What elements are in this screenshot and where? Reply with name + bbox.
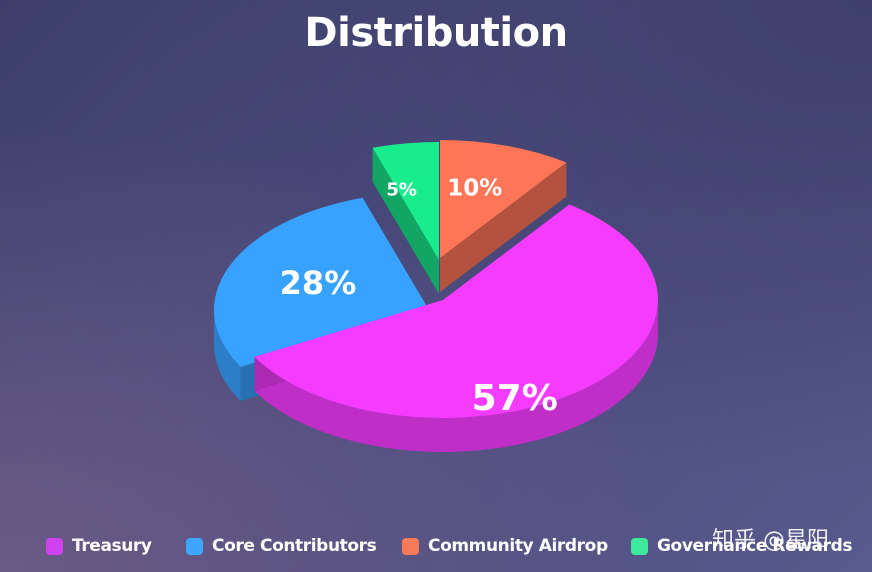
legend-swatch-treasury [46, 537, 63, 555]
labels-layer: 10% 5% 28% 57% [280, 175, 558, 419]
slice-top-governance-rewards [372, 142, 439, 260]
data-label-core-contributors: 28% [280, 264, 357, 302]
slice-wall-community-airdrop-1 [440, 162, 567, 292]
slice-wall-governance-rewards-0 [372, 147, 439, 294]
legend-label-core-contributors: Core Contributors [212, 536, 377, 556]
watermark: 知乎 @星阳 [712, 528, 829, 553]
legend-label-governance-rewards: Governance Rewards [657, 536, 853, 556]
legend-swatch-core-contributors [186, 537, 203, 555]
slice-treasury [254, 204, 659, 452]
slice-governance-rewards [372, 142, 439, 294]
slice-side-treasury [254, 300, 659, 452]
legend-label-community-airdrop: Community Airdrop [428, 536, 608, 556]
data-label-community-airdrop: 10% [447, 175, 502, 201]
legend-swatch-community-airdrop [402, 537, 419, 555]
legend-swatch-governance-rewards [631, 537, 648, 555]
data-label-governance-rewards: 5% [386, 180, 417, 201]
chart-title: Distribution [304, 10, 568, 56]
legend-item-community-airdrop: Community Airdrop [402, 535, 608, 557]
slice-top-treasury [254, 204, 659, 418]
slice-side-core-contributors [214, 310, 241, 401]
legend-item-governance-rewards: Governance Rewards [631, 535, 853, 557]
slice-community-airdrop [440, 140, 567, 292]
slice-top-community-airdrop [440, 140, 567, 258]
slices-layer [214, 140, 659, 452]
legend-label-treasury: Treasury [72, 536, 152, 556]
legend-item-treasury: Treasury [46, 535, 152, 557]
legend: Treasury Core Contributors Community Air… [46, 535, 853, 559]
legend-item-core-contributors: Core Contributors [186, 535, 377, 557]
data-label-treasury: 57% [472, 378, 558, 419]
